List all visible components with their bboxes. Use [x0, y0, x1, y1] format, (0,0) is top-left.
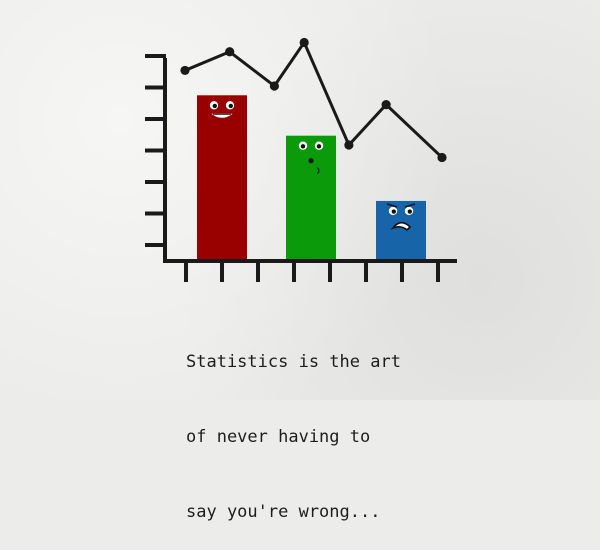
- caption-quote: Statistics is the art of never having to…: [186, 300, 401, 550]
- line-point-6: [381, 100, 391, 110]
- bar-1: [197, 95, 247, 261]
- line-series-layer: [180, 37, 447, 163]
- line-point-1: [180, 65, 190, 76]
- bar-rect: [197, 95, 247, 261]
- pupil: [391, 209, 396, 214]
- mouth-o: [308, 158, 314, 164]
- frown: [390, 221, 412, 232]
- line-point-3: [269, 81, 279, 91]
- line-point-5: [344, 140, 354, 150]
- chin: [316, 167, 320, 175]
- bar-2: [286, 135, 336, 260]
- bar-line-chart: [145, 37, 457, 282]
- pupil: [316, 144, 322, 149]
- pupil: [228, 103, 233, 109]
- pupil: [300, 144, 306, 149]
- bar-3: [376, 200, 426, 260]
- line-point-4: [299, 37, 309, 48]
- bar-face-happy: [209, 101, 235, 118]
- caption-line-2: of never having to: [186, 427, 371, 447]
- caption-line-3: say you're wrong...: [186, 502, 381, 522]
- brow: [404, 203, 416, 208]
- bar-rect: [286, 135, 336, 260]
- caption-line-1: Statistics is the art: [186, 352, 401, 372]
- y-ticks-layer: [145, 54, 166, 247]
- line-point-2: [225, 47, 235, 57]
- pupil: [212, 103, 217, 109]
- bars-layer: [197, 95, 426, 261]
- line-point-7: [437, 152, 447, 163]
- brow: [386, 203, 398, 208]
- bar-face-sad: [386, 203, 416, 232]
- axes-layer: [163, 58, 457, 263]
- bar-face-surprised: [298, 141, 324, 175]
- x-ticks-layer: [184, 261, 440, 282]
- bar-rect: [376, 200, 426, 260]
- pupil: [407, 209, 412, 214]
